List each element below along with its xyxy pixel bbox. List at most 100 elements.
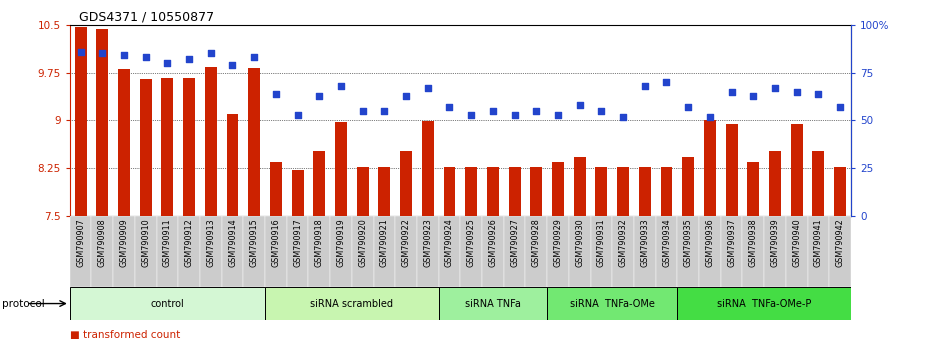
- Text: GSM790937: GSM790937: [727, 218, 737, 267]
- Bar: [265, 287, 439, 320]
- Bar: [704, 120, 716, 216]
- Bar: [156, 216, 179, 287]
- Text: GSM790907: GSM790907: [76, 218, 86, 267]
- Bar: [530, 167, 542, 216]
- Bar: [574, 157, 586, 216]
- Text: GSM790926: GSM790926: [488, 218, 498, 267]
- Bar: [790, 124, 803, 216]
- Bar: [221, 216, 244, 287]
- Point: [681, 104, 696, 110]
- Bar: [769, 151, 781, 216]
- Bar: [504, 216, 525, 287]
- Point: [377, 108, 392, 114]
- Bar: [140, 79, 152, 216]
- Text: siRNA TNFa: siRNA TNFa: [465, 298, 521, 309]
- Text: siRNA  TNFa-OMe: siRNA TNFa-OMe: [570, 298, 655, 309]
- Point: [572, 102, 587, 108]
- Point: [746, 93, 761, 98]
- Point: [334, 83, 349, 89]
- Text: GSM790941: GSM790941: [814, 218, 823, 267]
- Text: GSM790932: GSM790932: [618, 218, 628, 267]
- Bar: [547, 287, 677, 320]
- Text: GSM790914: GSM790914: [228, 218, 237, 267]
- Bar: [465, 167, 477, 216]
- Bar: [400, 151, 412, 216]
- Text: siRNA scrambled: siRNA scrambled: [311, 298, 393, 309]
- Point: [767, 85, 782, 91]
- Bar: [552, 162, 564, 216]
- Point: [832, 104, 847, 110]
- Text: GSM790930: GSM790930: [575, 218, 584, 267]
- Text: GSM790913: GSM790913: [206, 218, 216, 267]
- Text: GSM790920: GSM790920: [358, 218, 367, 267]
- Bar: [357, 167, 368, 216]
- Bar: [422, 121, 433, 216]
- Point: [246, 55, 261, 60]
- Text: GSM790909: GSM790909: [119, 218, 128, 267]
- Point: [790, 89, 804, 95]
- Bar: [227, 114, 238, 216]
- Text: GSM790911: GSM790911: [163, 218, 172, 267]
- Point: [225, 62, 240, 68]
- Text: GSM790924: GSM790924: [445, 218, 454, 267]
- Bar: [352, 216, 374, 287]
- Text: GSM790918: GSM790918: [314, 218, 324, 267]
- Text: GSM790933: GSM790933: [640, 218, 649, 267]
- Bar: [618, 167, 629, 216]
- Bar: [595, 167, 607, 216]
- Text: GDS4371 / 10550877: GDS4371 / 10550877: [79, 10, 214, 23]
- Point: [551, 112, 565, 118]
- Bar: [200, 216, 221, 287]
- Text: GSM790940: GSM790940: [792, 218, 802, 267]
- Bar: [725, 124, 737, 216]
- Bar: [525, 216, 547, 287]
- Bar: [395, 216, 417, 287]
- Bar: [113, 216, 135, 287]
- Point: [507, 112, 522, 118]
- Bar: [439, 287, 547, 320]
- Text: GSM790942: GSM790942: [835, 218, 844, 267]
- Point: [811, 91, 826, 96]
- Point: [529, 108, 544, 114]
- Point: [420, 85, 435, 91]
- Point: [204, 51, 219, 56]
- Bar: [248, 68, 260, 216]
- Bar: [313, 151, 326, 216]
- Bar: [634, 216, 656, 287]
- Bar: [683, 157, 694, 216]
- Bar: [591, 216, 612, 287]
- Bar: [70, 216, 91, 287]
- Bar: [748, 162, 759, 216]
- Bar: [118, 69, 130, 216]
- Point: [95, 51, 110, 56]
- Bar: [721, 216, 742, 287]
- Bar: [179, 216, 200, 287]
- Text: control: control: [151, 298, 184, 309]
- Point: [616, 114, 631, 119]
- Bar: [70, 287, 265, 320]
- Bar: [335, 122, 347, 216]
- Point: [442, 104, 457, 110]
- Bar: [205, 68, 217, 216]
- Bar: [439, 216, 460, 287]
- Point: [116, 52, 131, 58]
- Text: GSM790908: GSM790908: [98, 218, 107, 267]
- Bar: [97, 29, 108, 216]
- Point: [485, 108, 500, 114]
- Bar: [374, 216, 395, 287]
- Text: GSM790919: GSM790919: [337, 218, 346, 267]
- Bar: [677, 287, 851, 320]
- Bar: [487, 167, 498, 216]
- Text: protocol: protocol: [2, 298, 45, 309]
- Point: [724, 89, 739, 95]
- Bar: [677, 216, 699, 287]
- Bar: [292, 170, 303, 216]
- Bar: [509, 167, 521, 216]
- Bar: [656, 216, 677, 287]
- Bar: [830, 216, 851, 287]
- Text: ■ transformed count: ■ transformed count: [70, 330, 180, 339]
- Bar: [660, 167, 672, 216]
- Text: GSM790931: GSM790931: [597, 218, 606, 267]
- Point: [399, 93, 414, 98]
- Text: GSM790912: GSM790912: [184, 218, 193, 267]
